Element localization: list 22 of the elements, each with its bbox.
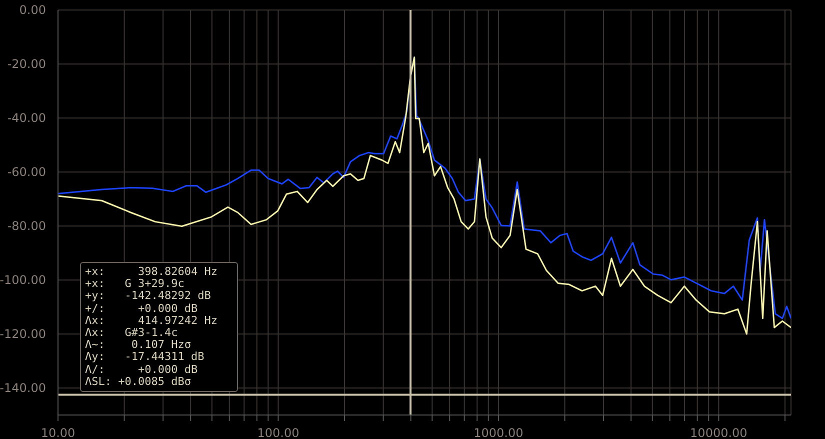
x-tick-label: 100.00 [257, 426, 300, 439]
annotation: Λ~: 0.107 Hzσ [85, 338, 192, 352]
x-tick-label: 10.00 [40, 426, 76, 439]
annotation: Λy: -17.44311 dB [85, 350, 206, 364]
annotation: +x: G 3+29.9c [85, 277, 186, 290]
annotation: Λx: G#3-1.4c [85, 326, 179, 340]
annotation: Λ/: +0.000 dB [85, 362, 199, 376]
x-tick-label: 1000.00 [474, 426, 524, 439]
annotation: +/: +0.000 dB [85, 302, 199, 315]
y-tick-label: -100.00 [0, 273, 46, 287]
annotation: Λx: 414.97242 Hz [85, 314, 218, 328]
y-tick-label: -20.00 [7, 57, 46, 71]
y-tick-label: -80.00 [7, 219, 46, 233]
y-tick-label: 0.00 [19, 3, 46, 17]
y-tick-label: -120.00 [0, 327, 46, 341]
y-tick-label: -140.00 [0, 381, 46, 395]
annotation: +x: 398.82604 Hz [85, 265, 218, 278]
annotation: ΛSL: +0.0085 dBσ [85, 374, 192, 388]
y-tick-label: -60.00 [7, 165, 46, 179]
x-tick-label: 10000.00 [690, 426, 748, 439]
y-tick-label: -40.00 [7, 111, 46, 125]
annotation: +y: -142.48292 dB [85, 289, 212, 303]
